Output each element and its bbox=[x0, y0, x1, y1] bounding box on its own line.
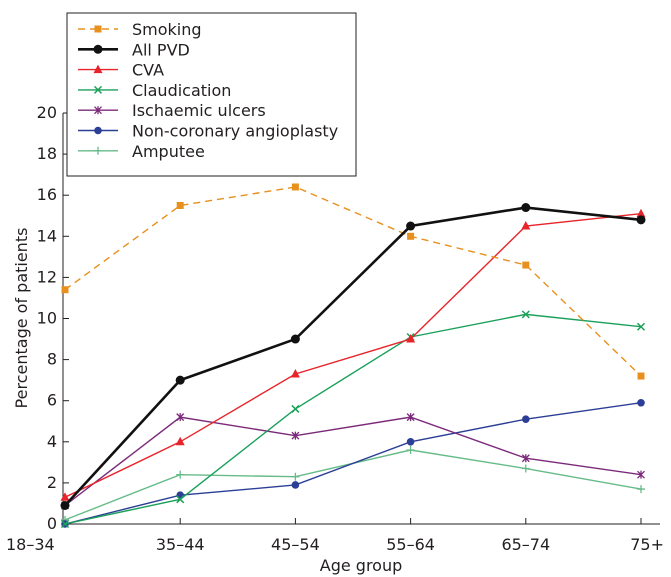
data-point bbox=[406, 413, 415, 422]
x-tick-label: 18–34 bbox=[6, 535, 55, 554]
data-point bbox=[407, 232, 415, 240]
data-point bbox=[636, 322, 646, 331]
data-point bbox=[521, 310, 530, 319]
series-smoking bbox=[61, 183, 645, 380]
data-point bbox=[94, 126, 102, 135]
data-point bbox=[60, 501, 70, 511]
legend-label: Claudication bbox=[132, 81, 231, 100]
data-point bbox=[291, 481, 300, 489]
data-point bbox=[176, 201, 184, 209]
legend-item: Ischaemic ulcers bbox=[78, 101, 266, 120]
y-tick-label: 20 bbox=[37, 103, 57, 122]
y-tick-label: 10 bbox=[37, 309, 57, 328]
data-point bbox=[290, 368, 300, 378]
data-point bbox=[521, 203, 531, 213]
data-point bbox=[637, 485, 645, 494]
y-tick-label: 6 bbox=[47, 391, 57, 410]
data-point bbox=[406, 446, 415, 455]
series-line bbox=[64, 206, 642, 507]
legend-label: Non-coronary angioplasty bbox=[132, 122, 338, 141]
y-tick-label: 14 bbox=[37, 226, 57, 245]
legend-item: Non-coronary angioplasty bbox=[78, 122, 338, 141]
x-axis-label: Age group bbox=[320, 556, 403, 575]
y-tick-label: 4 bbox=[47, 432, 57, 451]
data-point bbox=[60, 492, 70, 501]
data-point bbox=[176, 470, 185, 479]
series-line bbox=[64, 186, 642, 377]
series-ischaemic-ulcers bbox=[61, 413, 645, 510]
legend-label: All PVD bbox=[132, 40, 190, 59]
legend-label: CVA bbox=[132, 61, 164, 80]
legend-item: Claudication bbox=[78, 81, 231, 100]
data-point bbox=[636, 208, 646, 218]
data-point bbox=[94, 25, 102, 33]
legend-item: All PVD bbox=[78, 40, 190, 59]
y-tick-label: 2 bbox=[47, 473, 57, 492]
data-point bbox=[93, 44, 103, 54]
data-point bbox=[406, 334, 416, 343]
data-point bbox=[176, 495, 185, 504]
x-tick-label: 75+ bbox=[630, 535, 664, 554]
data-point bbox=[291, 472, 300, 481]
data-point bbox=[521, 221, 531, 230]
data-point bbox=[637, 398, 645, 407]
data-point bbox=[93, 85, 103, 94]
y-tick-label: 8 bbox=[47, 350, 57, 369]
series-line bbox=[64, 212, 642, 498]
series-all-pvd bbox=[60, 203, 646, 511]
data-point bbox=[176, 413, 185, 422]
series-line bbox=[64, 402, 642, 525]
legend-label: Smoking bbox=[132, 20, 202, 39]
y-tick-label: 18 bbox=[37, 144, 57, 163]
legend-box bbox=[66, 12, 357, 177]
data-point bbox=[522, 415, 530, 423]
legend-label: Ischaemic ulcers bbox=[132, 101, 266, 120]
y-axis-ticks: 0 2 4 6 8 10 12 14 16 18 20 bbox=[37, 103, 69, 533]
series-claudication bbox=[60, 310, 646, 529]
y-tick-label: 16 bbox=[37, 185, 57, 204]
legend-item: CVA bbox=[78, 61, 164, 80]
x-tick-label: 65–74 bbox=[501, 535, 550, 554]
data-point bbox=[94, 106, 102, 115]
legend-item: Amputee bbox=[78, 142, 205, 161]
series-line bbox=[64, 313, 642, 525]
data-point bbox=[522, 261, 530, 269]
x-tick-label: 45–54 bbox=[271, 535, 320, 554]
data-point bbox=[291, 183, 299, 191]
legend-item: Smoking bbox=[78, 20, 202, 39]
data-point bbox=[521, 454, 530, 463]
y-tick-label: 0 bbox=[47, 514, 57, 533]
data-point bbox=[636, 215, 646, 225]
series-line bbox=[64, 449, 642, 521]
x-tick-label: 35–44 bbox=[156, 535, 205, 554]
x-tick-label: 55–64 bbox=[386, 535, 435, 554]
data-point bbox=[94, 146, 102, 155]
x-axis-ticks: 18–34 35–44 45–54 55–64 65–74 75+ bbox=[6, 518, 664, 554]
series-cva bbox=[60, 208, 646, 501]
series-layer bbox=[60, 183, 646, 529]
data-point bbox=[291, 431, 300, 440]
data-point bbox=[60, 519, 70, 529]
legend-label: Amputee bbox=[132, 142, 205, 161]
y-tick-label: 12 bbox=[37, 267, 57, 286]
data-point bbox=[521, 464, 530, 473]
y-axis-label: Percentage of patients bbox=[12, 228, 31, 409]
data-point bbox=[290, 334, 300, 344]
data-point bbox=[93, 64, 103, 74]
data-point bbox=[61, 286, 69, 294]
data-point bbox=[406, 438, 415, 446]
data-point bbox=[637, 372, 645, 380]
data-point bbox=[291, 404, 300, 413]
data-point bbox=[637, 470, 645, 479]
data-point bbox=[175, 375, 185, 385]
data-point bbox=[406, 221, 416, 231]
series-line bbox=[64, 416, 642, 507]
data-point bbox=[175, 436, 185, 446]
